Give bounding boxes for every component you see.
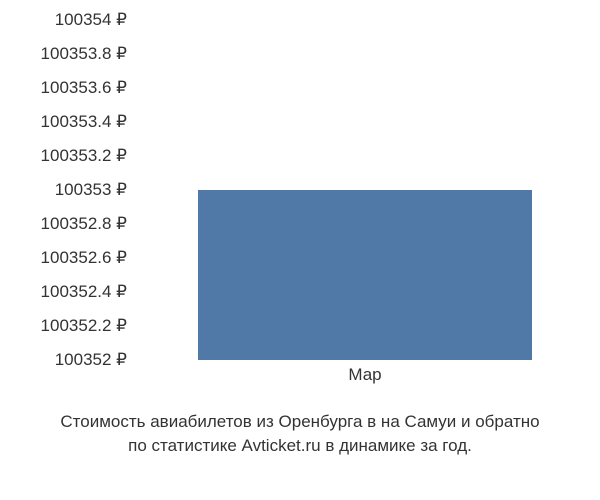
chart-container: 100354 ₽ 100353.8 ₽ 100353.6 ₽ 100353.4 … <box>0 0 600 500</box>
y-tick: 100353.6 ₽ <box>41 78 127 98</box>
y-tick: 100353.4 ₽ <box>41 112 127 132</box>
caption-line-2: по статистике Avticket.ru в динамике за … <box>128 436 472 455</box>
caption: Стоимость авиабилетов из Оренбурга в на … <box>0 410 600 458</box>
y-tick: 100352.6 ₽ <box>41 248 127 268</box>
bar <box>198 190 532 360</box>
x-tick: Мар <box>348 365 381 385</box>
y-tick: 100352.8 ₽ <box>41 214 127 234</box>
y-tick: 100353.2 ₽ <box>41 146 127 166</box>
caption-line-1: Стоимость авиабилетов из Оренбурга в на … <box>60 412 539 431</box>
y-tick: 100352.2 ₽ <box>41 316 127 336</box>
y-axis: 100354 ₽ 100353.8 ₽ 100353.6 ₽ 100353.4 … <box>0 20 135 360</box>
x-axis: Мар <box>145 365 585 395</box>
y-tick: 100352 ₽ <box>55 350 127 370</box>
y-tick: 100354 ₽ <box>55 10 127 30</box>
plot-area <box>145 20 585 360</box>
y-tick: 100353 ₽ <box>55 180 127 200</box>
y-tick: 100353.8 ₽ <box>41 44 127 64</box>
y-tick: 100352.4 ₽ <box>41 282 127 302</box>
